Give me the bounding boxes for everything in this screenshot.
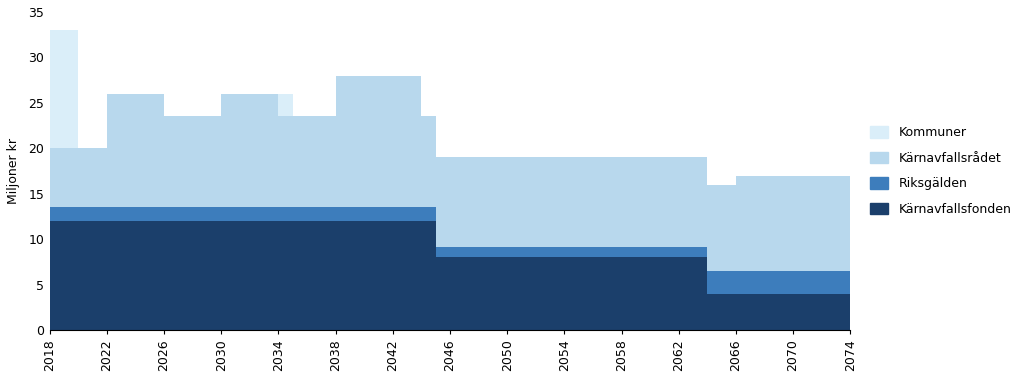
- Legend: Kommuner, Kärnavfallsrådet, Riksgälden, Kärnavfallsfonden: Kommuner, Kärnavfallsrådet, Riksgälden, …: [864, 121, 1016, 221]
- Y-axis label: Miljoner kr: Miljoner kr: [7, 138, 19, 204]
